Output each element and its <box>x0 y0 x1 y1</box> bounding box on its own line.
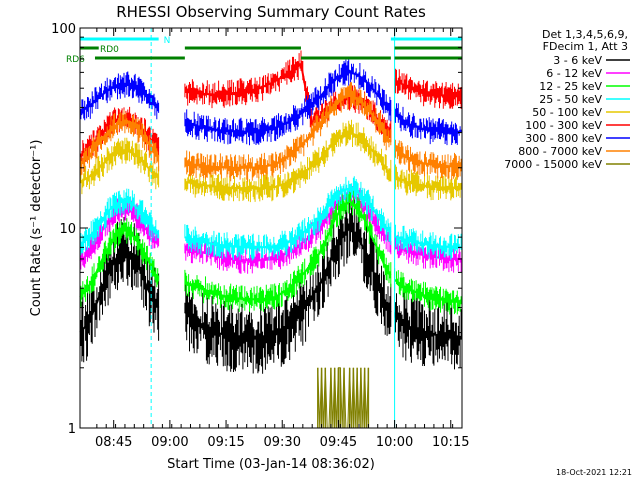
x-tick-label: 09:00 <box>151 435 188 450</box>
series-line <box>79 187 462 249</box>
legend-entry-label: 50 - 100 keV <box>532 106 602 119</box>
legend: Det 1,3,4,5,6,9,FDecim 1, Att 33 - 6 keV… <box>504 28 630 171</box>
flag-rd6: RD6 <box>66 55 462 65</box>
legend-entry-label: 100 - 300 keV <box>525 119 602 132</box>
series-line <box>317 367 369 429</box>
series-layer <box>79 50 463 429</box>
x-tick-label: 09:15 <box>207 435 244 450</box>
series-line <box>79 94 462 169</box>
flag-label: RD6 <box>66 55 85 65</box>
series-line <box>79 131 462 190</box>
flag-label: N <box>164 36 171 46</box>
legend-entry-label: 800 - 7000 keV <box>518 145 602 158</box>
series-300-800-kev <box>79 58 463 146</box>
x-tick-label: 10:15 <box>432 435 469 450</box>
ticks-layer: 08:45 09:00 09:15 09:30 09:45 10:00 10:15 1 10 10… <box>51 22 469 450</box>
series-50-100-kev <box>79 119 463 203</box>
series-line <box>79 71 462 133</box>
chart-title: RHESSI Observing Summary Count Rates <box>116 3 426 21</box>
legend-header: Det 1,3,4,5,6,9, <box>542 28 628 41</box>
series-line <box>79 200 462 303</box>
y-tick-label: 10 <box>59 222 76 237</box>
legend-header: FDecim 1, Att 3 <box>543 40 628 53</box>
legend-entry-label: 25 - 50 keV <box>539 93 602 106</box>
series-line <box>79 226 462 340</box>
legend-entry-label: 12 - 25 keV <box>539 80 602 93</box>
x-tick-label: 08:45 <box>95 435 132 450</box>
y-axis-label: Count Rate (s⁻¹ detector⁻¹) <box>29 140 44 317</box>
legend-entry-label: 300 - 800 keV <box>525 132 602 145</box>
y-tick-label: 1 <box>68 422 76 437</box>
legend-entry-label: 6 - 12 keV <box>546 67 602 80</box>
x-axis-label: Start Time (03-Jan-14 08:36:02) <box>167 457 375 472</box>
legend-entry-label: 3 - 6 keV <box>553 54 602 67</box>
series-12-25-kev <box>79 188 463 315</box>
legend-entry-label: 7000 - 15000 keV <box>504 158 602 171</box>
series-7000-15000-kev <box>317 367 370 429</box>
x-tick-label: 10:00 <box>376 435 413 450</box>
flag-rd0: RD0 <box>80 45 462 55</box>
flag-label: RD0 <box>100 45 119 55</box>
flag-n: N <box>80 36 462 46</box>
series-800-7000-kev <box>79 82 463 182</box>
x-tick-label: 09:30 <box>264 435 301 450</box>
footer-timestamp: 18-Oct-2021 12:21 <box>556 468 632 477</box>
series-3-6-kev <box>79 198 463 374</box>
x-tick-label: 09:45 <box>320 435 357 450</box>
y-tick-label: 100 <box>51 22 76 37</box>
